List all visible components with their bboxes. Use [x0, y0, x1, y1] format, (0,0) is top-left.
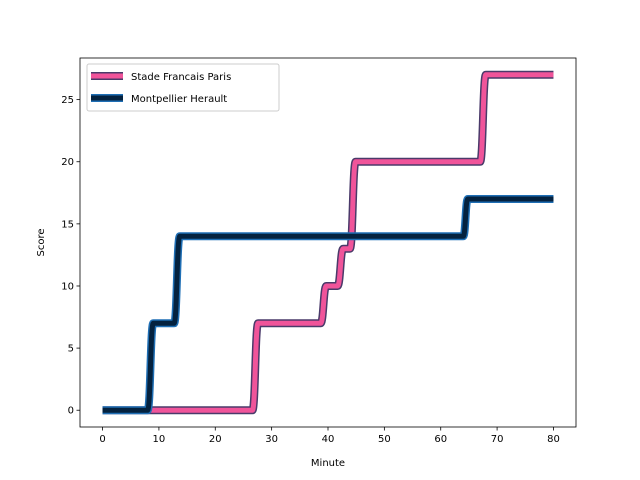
y-tick-label: 15 [61, 219, 74, 230]
plot-lines [102, 70, 554, 415]
y-tick-label: 25 [61, 95, 74, 106]
series-line-stade-francais-paris [102, 72, 554, 413]
y-axis-label: Score [36, 228, 47, 256]
x-axis-label: Minute [311, 458, 345, 469]
x-tick-label: 10 [153, 434, 166, 445]
x-tick-label: 0 [99, 434, 105, 445]
y-tick-label: 20 [61, 157, 74, 168]
legend-box [86, 63, 280, 112]
x-tick-label: 20 [209, 434, 222, 445]
x-tick-label: 60 [434, 434, 447, 445]
legend-label-stade-francais-paris: Stade Francais Paris [131, 72, 231, 83]
y-tick-label: 5 [68, 344, 74, 355]
series-line-edge-montpellier-herault [102, 195, 554, 415]
legend-entry-stade-francais-paris: Stade Francais Paris [91, 72, 231, 83]
series-line-montpellier-herault [102, 196, 554, 413]
x-tick-label: 80 [547, 434, 560, 445]
y-tick-label: 10 [61, 281, 74, 292]
y-tick-label: 0 [68, 406, 74, 417]
x-axis-ticks: 0 10 20 30 40 50 60 70 80 [99, 427, 560, 445]
x-tick-label: 40 [322, 434, 335, 445]
x-tick-label: 30 [265, 434, 278, 445]
legend-entry-montpellier-herault: Montpellier Herault [91, 94, 227, 105]
plot-frame [79, 57, 577, 428]
y-axis-ticks: 0 5 10 15 20 25 [61, 95, 80, 417]
x-tick-label: 50 [378, 434, 391, 445]
series-line-edge-stade-francais-paris [102, 70, 554, 415]
legend-label-montpellier-herault: Montpellier Herault [131, 94, 227, 105]
legend: Stade Francais Paris Montpellier Herault [86, 63, 280, 112]
x-tick-label: 70 [491, 434, 504, 445]
